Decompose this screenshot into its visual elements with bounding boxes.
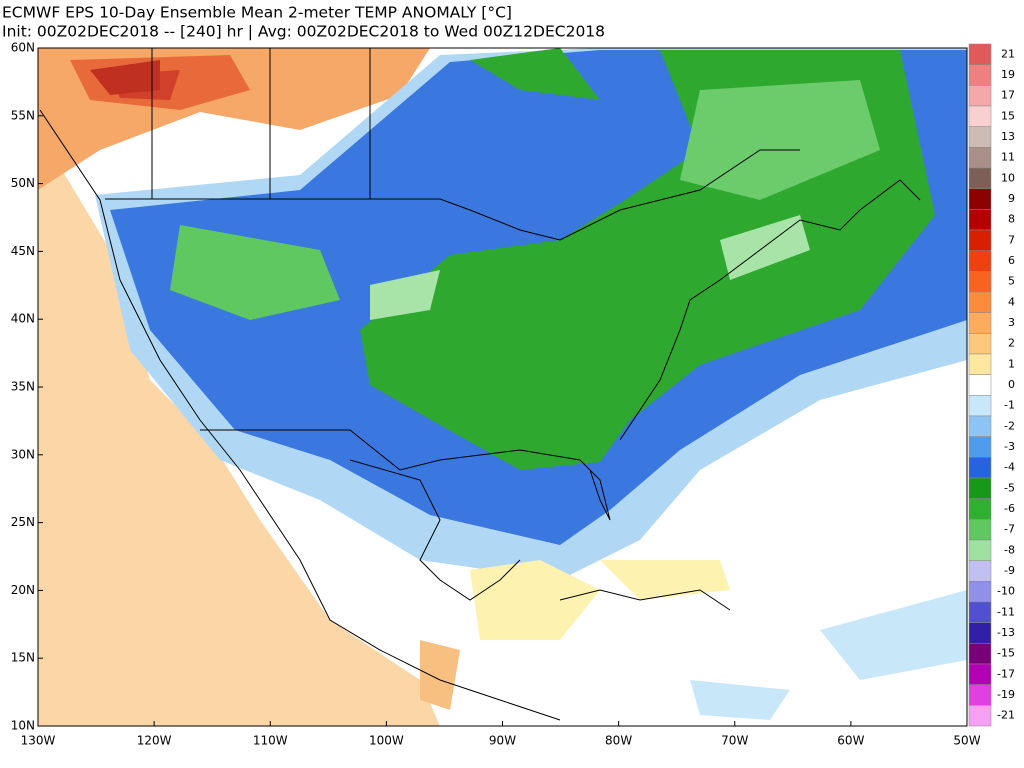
colorbar-swatch — [968, 663, 992, 685]
colorbar-swatch — [968, 560, 992, 582]
colorbar: 211917151311109876543210-1-2-3-4-5-6-7-8… — [968, 43, 1015, 727]
colorbar-label: 9 — [1008, 192, 1015, 205]
colorbar-swatch — [968, 436, 992, 458]
colorbar-swatch — [968, 519, 992, 541]
colorbar-label: 3 — [1008, 316, 1015, 329]
colorbar-swatch — [968, 601, 992, 623]
colorbar-swatch — [968, 374, 992, 396]
title: ECMWF EPS 10-Day Ensemble Mean 2-meter T… — [2, 4, 512, 22]
lon-label: 60W — [837, 734, 864, 748]
lon-label: 80W — [605, 734, 632, 748]
lon-label: 100W — [369, 734, 404, 748]
lat-label: 10N — [11, 719, 35, 733]
colorbar-label: 11 — [1001, 151, 1015, 164]
colorbar-swatch — [968, 395, 992, 417]
subtitle: Init: 00Z02DEC2018 -- [240] hr | Avg: 00… — [2, 23, 605, 41]
lat-label: 55N — [11, 108, 35, 122]
colorbar-label: 7 — [1008, 233, 1015, 246]
colorbar-label: 0 — [1008, 378, 1015, 391]
colorbar-label: 13 — [1001, 130, 1015, 143]
colorbar-swatch — [968, 43, 992, 65]
colorbar-swatch — [968, 126, 992, 148]
colorbar-swatch — [968, 312, 992, 334]
colorbar-swatch — [968, 64, 992, 86]
colorbar-swatch — [968, 539, 992, 561]
colorbar-swatch — [968, 622, 992, 644]
colorbar-swatch — [968, 209, 992, 231]
colorbar-swatch — [968, 457, 992, 479]
colorbar-swatch — [968, 643, 992, 665]
lon-label: 70W — [721, 734, 748, 748]
colorbar-swatch — [968, 477, 992, 499]
colorbar-label: -17 — [997, 667, 1015, 680]
colorbar-label: -1 — [1004, 399, 1015, 412]
colorbar-label: -7 — [1004, 523, 1015, 536]
colorbar-swatch — [968, 188, 992, 210]
lat-label: 50N — [11, 176, 35, 190]
colorbar-label: -19 — [997, 688, 1015, 701]
lon-label: 130W — [21, 734, 56, 748]
map-field — [38, 48, 967, 726]
colorbar-label: -13 — [997, 626, 1015, 639]
colorbar-swatch — [968, 684, 992, 706]
colorbar-label: 15 — [1001, 109, 1015, 122]
colorbar-label: -6 — [1004, 502, 1015, 515]
coastline — [39, 109, 921, 721]
colorbar-swatch — [968, 105, 992, 127]
colorbar-swatch — [968, 291, 992, 313]
colorbar-label: -5 — [1004, 481, 1015, 494]
lon-label: 50W — [953, 734, 980, 748]
lon-label: 110W — [253, 734, 288, 748]
colorbar-label: 17 — [1001, 89, 1015, 102]
colorbar-label: -2 — [1004, 419, 1015, 432]
colorbar-label: 2 — [1008, 337, 1015, 350]
colorbar-label: -8 — [1004, 543, 1015, 556]
colorbar-label: -9 — [1004, 564, 1015, 577]
lat-label: 20N — [11, 583, 35, 597]
lat-label: 35N — [11, 380, 35, 394]
lon-label: 120W — [137, 734, 172, 748]
colorbar-label: 21 — [1001, 47, 1015, 60]
colorbar-swatch — [968, 581, 992, 603]
colorbar-label: 8 — [1008, 213, 1015, 226]
colorbar-label: -4 — [1004, 461, 1015, 474]
colorbar-swatch — [968, 415, 992, 437]
colorbar-label: -10 — [997, 585, 1015, 598]
colorbar-label: 10 — [1001, 171, 1015, 184]
lat-label: 30N — [11, 447, 35, 461]
political-borders — [105, 48, 800, 471]
lat-label: 60N — [11, 41, 35, 55]
colorbar-label: -15 — [997, 647, 1015, 660]
colorbar-label: 1 — [1008, 357, 1015, 370]
colorbar-swatch — [968, 147, 992, 169]
lat-label: 15N — [11, 651, 35, 665]
colorbar-swatch — [968, 271, 992, 293]
colorbar-label: 6 — [1008, 254, 1015, 267]
colorbar-swatch — [968, 229, 992, 251]
colorbar-label: 5 — [1008, 275, 1015, 288]
lat-label: 40N — [11, 312, 35, 326]
colorbar-swatch — [968, 498, 992, 520]
colorbar-swatch — [968, 705, 992, 727]
colorbar-swatch — [968, 333, 992, 355]
colorbar-swatch — [968, 85, 992, 107]
colorbar-label: -11 — [997, 605, 1015, 618]
colorbar-label: -21 — [997, 709, 1015, 722]
colorbar-swatch — [968, 250, 992, 272]
colorbar-label: 4 — [1008, 295, 1015, 308]
lat-label: 25N — [11, 515, 35, 529]
colorbar-swatch — [968, 167, 992, 189]
colorbar-swatch — [968, 353, 992, 375]
lat-label: 45N — [11, 244, 35, 258]
lon-label: 90W — [489, 734, 516, 748]
colorbar-label: 19 — [1001, 68, 1015, 81]
colorbar-label: -3 — [1004, 440, 1015, 453]
